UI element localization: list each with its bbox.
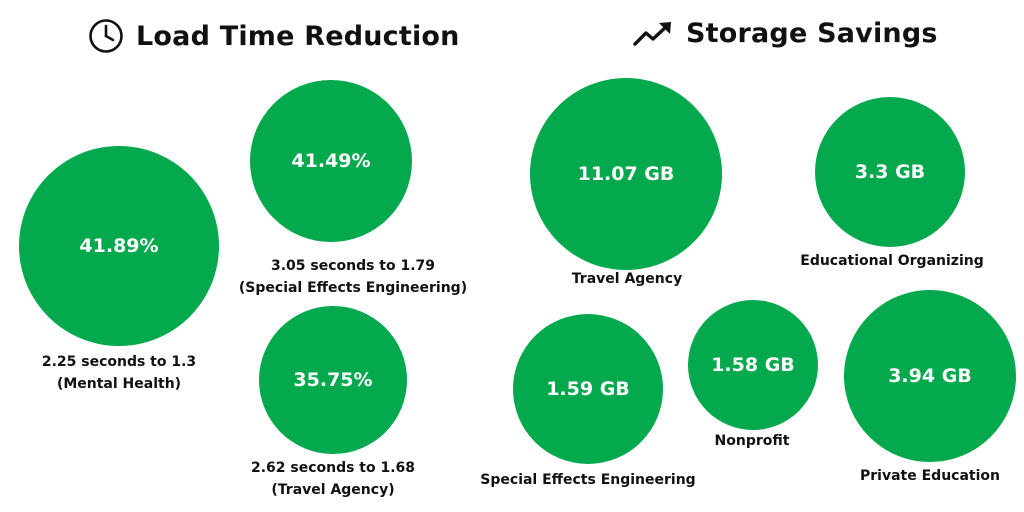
load-caption-category: (Travel Agency) [271,482,395,498]
storage-bubble-value: 1.58 GB [711,354,795,376]
storage-bubble-value: 3.3 GB [854,161,926,183]
storage-bubble-value: 11.07 GB [577,163,675,185]
storage-bubble-private-education: 3.94 GB [844,290,1016,462]
storage-caption-category: Educational Organizing [800,253,984,269]
load-caption-text: 2.62 seconds to 1.68 [250,460,416,476]
storage-bubble-value: 3.94 GB [888,365,972,387]
storage-bubble-educational-organizing: 3.3 GB [815,97,965,247]
storage-caption-educational-organizing: Educational Organizing [800,250,983,272]
storage-caption-travel-agency: Travel Agency [572,268,682,290]
storage-caption-category: Travel Agency [571,271,683,287]
storage-caption-nonprofit: Nonprofit [715,430,790,452]
storage-caption-category: Private Education [860,468,1000,484]
storage-caption-private-education: Private Education [860,465,1000,487]
load-time-heading: Load Time Reduction [88,18,460,54]
load-bubble-travel-agency: 35.75% [259,306,407,454]
clock-icon [89,19,123,53]
load-bubble-value: 41.89% [79,235,159,257]
trending-up-icon [633,21,671,46]
load-caption-mental-health: 2.25 seconds to 1.3 (Mental Health) [42,351,196,395]
storage-caption-category: Nonprofit [714,433,790,449]
storage-savings-title: Storage Savings [686,18,938,49]
storage-savings-heading: Storage Savings [632,18,938,49]
load-time-title: Load Time Reduction [136,20,460,52]
load-caption-special-effects: 3.05 seconds to 1.79 (Special Effects En… [239,255,467,299]
load-caption-category: (Special Effects Engineering) [238,280,468,296]
storage-bubble-travel-agency: 11.07 GB [530,78,722,270]
load-bubble-special-effects: 41.49% [250,80,412,242]
storage-bubble-value: 1.59 GB [546,378,630,400]
load-caption-text: 3.05 seconds to 1.79 [270,258,436,274]
storage-bubble-special-effects: 1.59 GB [513,314,663,464]
load-bubble-value: 35.75% [293,369,373,391]
load-caption-travel-agency: 2.62 seconds to 1.68 (Travel Agency) [251,457,415,501]
load-bubble-mental-health: 41.89% [19,146,219,346]
storage-bubble-nonprofit: 1.58 GB [688,300,818,430]
load-caption-text: 2.25 seconds to 1.3 [41,354,197,370]
load-bubble-value: 41.49% [291,150,371,172]
storage-caption-category: Special Effects Engineering [480,472,696,488]
load-caption-category: (Mental Health) [56,376,182,392]
storage-caption-special-effects: Special Effects Engineering [480,469,695,491]
